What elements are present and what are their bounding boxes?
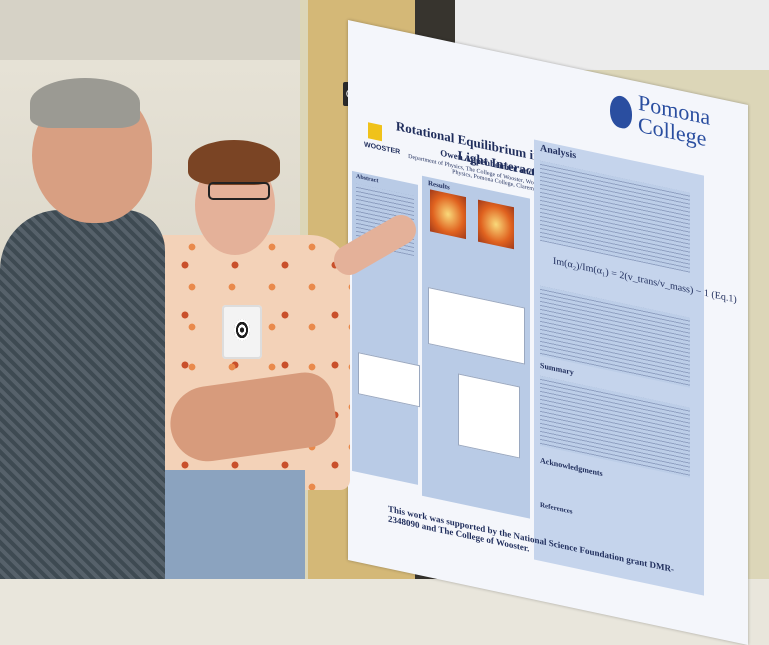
glasses-icon: [208, 182, 270, 200]
research-poster: Pomona College WOOSTER Rotational Equili…: [348, 20, 748, 645]
wooster-mark-icon: [368, 122, 382, 142]
man-hair: [30, 78, 140, 128]
plot-figure: [458, 373, 520, 459]
student-hair: [188, 140, 280, 185]
student-jeans: [140, 470, 305, 579]
photo-scene: Pomona College WOOSTER Rotational Equili…: [0, 0, 769, 579]
heatmap-figure: [478, 199, 514, 250]
man-plaid-shirt: [0, 210, 165, 579]
pomona-seal-icon: [610, 93, 632, 131]
pomona-logo: Pomona College: [638, 89, 711, 152]
heatmap-figure: [430, 189, 466, 240]
coffee-mug: [222, 305, 262, 359]
